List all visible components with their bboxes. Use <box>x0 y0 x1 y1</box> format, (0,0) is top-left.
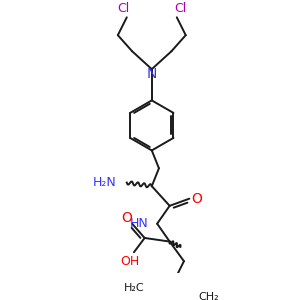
Text: N: N <box>147 68 157 82</box>
Text: Cl: Cl <box>117 2 129 15</box>
Text: Cl: Cl <box>174 2 187 15</box>
Text: H₂C: H₂C <box>124 283 145 293</box>
Text: H₂N: H₂N <box>92 176 116 189</box>
Text: O: O <box>121 211 132 225</box>
Text: O: O <box>191 192 202 206</box>
Text: OH: OH <box>121 255 140 268</box>
Text: CH₂: CH₂ <box>198 292 219 300</box>
Text: HN: HN <box>130 217 148 230</box>
